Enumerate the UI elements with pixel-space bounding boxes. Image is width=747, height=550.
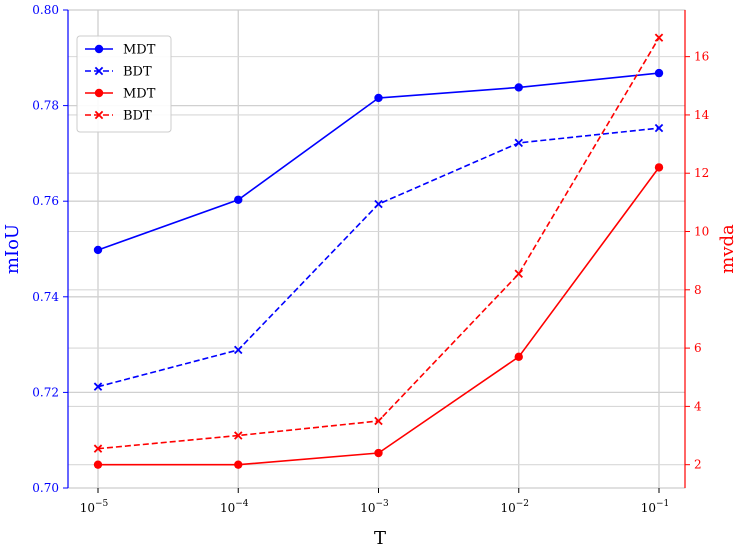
data-point: [374, 93, 383, 103]
y-right-tick-label: 16: [694, 50, 709, 64]
data-point: [234, 431, 243, 440]
x-tick-label: 10−3: [360, 499, 389, 515]
y-right-tick-label: 14: [694, 108, 710, 122]
x-axis-title: T: [374, 528, 386, 549]
data-point: [654, 123, 664, 133]
axis-ticks: 10−5 10−4 10−3 10−2 10−10.700.720.740.760.78…: [32, 3, 709, 515]
data-point: [93, 444, 103, 453]
legend-label: BDT: [123, 109, 152, 124]
data-point: [514, 138, 523, 148]
data-point: [514, 269, 523, 279]
y-left-tick-label: 0.80: [32, 3, 59, 17]
y-right-tick-label: 8: [694, 283, 702, 297]
y-left-tick-label: 0.74: [32, 290, 59, 304]
x-tick-exponent: −3: [376, 499, 390, 509]
series-group: [93, 33, 664, 469]
data-point: [93, 245, 103, 255]
data-point: [374, 199, 383, 209]
data-point: [374, 416, 383, 426]
data-point: [654, 68, 664, 78]
series-mvda-bdt: [93, 33, 664, 453]
legend-item: BDT: [85, 65, 152, 80]
y-left-tick-label: 0.78: [32, 99, 59, 113]
data-point: [234, 460, 243, 469]
y-right-tick-label: 6: [694, 341, 702, 355]
series-miou-mdt: [93, 68, 664, 255]
y-left-tick-label: 0.70: [32, 481, 59, 495]
y-right-tick-label: 12: [694, 166, 709, 180]
y-right-tick-label: 2: [694, 458, 702, 472]
x-tick-label: 10−4: [220, 499, 249, 515]
data-point: [93, 460, 103, 469]
legend-marker: [94, 44, 104, 54]
x-tick-label: 10−5: [80, 499, 109, 515]
x-tick-exponent: −1: [656, 499, 669, 509]
legend-item: MDT: [85, 87, 156, 102]
x-tick-base: 10: [220, 501, 235, 515]
legend-label: MDT: [123, 43, 156, 58]
x-tick-base: 10: [500, 501, 515, 515]
x-tick-base: 10: [360, 501, 375, 515]
data-point: [374, 448, 383, 458]
series-mvda-mdt: [93, 163, 664, 469]
legend: MDT BDT MDT BDT: [76, 35, 172, 133]
right-axis-title: mvda: [717, 224, 738, 274]
data-point: [514, 352, 523, 362]
x-tick-base: 10: [80, 501, 95, 515]
data-point: [654, 163, 664, 172]
x-tick-base: 10: [641, 501, 656, 515]
left-axis-title: mIoU: [2, 224, 23, 274]
legend-frame: [76, 35, 172, 133]
data-point: [234, 195, 243, 204]
y-right-tick-label: 10: [694, 225, 709, 239]
x-tick-exponent: −5: [95, 499, 109, 509]
data-point: [93, 382, 103, 391]
legend-marker: [94, 66, 104, 76]
x-tick-exponent: −2: [516, 499, 529, 509]
legend-label: MDT: [123, 87, 156, 102]
data-point: [654, 33, 664, 42]
x-tick-label: 10−2: [500, 499, 529, 515]
data-point: [514, 83, 523, 92]
legend-item: MDT: [85, 43, 156, 58]
series-miou-bdt: [93, 123, 664, 391]
data-point: [234, 345, 243, 355]
legend-label: BDT: [123, 65, 152, 80]
x-tick-exponent: −4: [235, 499, 249, 509]
legend-item: BDT: [85, 109, 152, 124]
y-left-tick-label: 0.72: [32, 385, 59, 399]
x-tick-label: 10−1: [641, 499, 670, 515]
legend-marker: [94, 88, 104, 98]
y-right-tick-label: 4: [694, 399, 702, 413]
legend-marker: [94, 110, 104, 120]
y-left-tick-label: 0.76: [32, 194, 59, 208]
